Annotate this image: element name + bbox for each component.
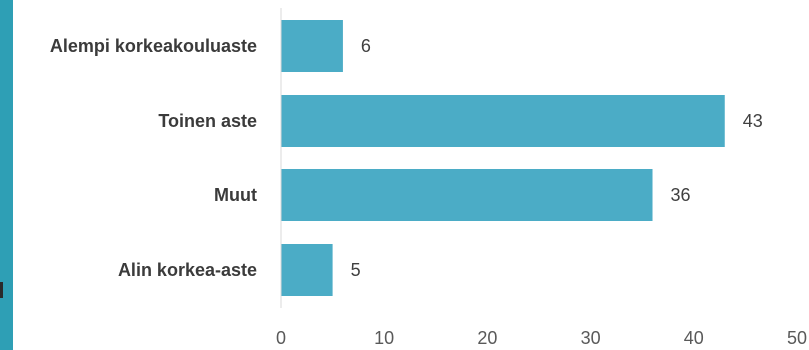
accent-bar [0, 0, 13, 350]
category-label: Alempi korkeakouluaste [50, 36, 257, 56]
data-label: 43 [743, 111, 763, 131]
category-label: Alin korkea-aste [118, 260, 257, 280]
x-tick-label: 20 [477, 328, 497, 348]
data-label: 36 [671, 185, 691, 205]
category-labels: Alempi korkeakouluaste Toinen aste Muut Ali… [50, 36, 257, 280]
x-tick-label: 30 [581, 328, 601, 348]
bars-layer [281, 20, 725, 296]
x-tick-label: 10 [374, 328, 394, 348]
x-tick-label: 40 [684, 328, 704, 348]
bar [281, 20, 343, 72]
category-label: Muut [214, 185, 257, 205]
bar [281, 169, 653, 221]
x-tick-label: 0 [276, 328, 286, 348]
data-label: 5 [351, 260, 361, 280]
x-axis-tick-labels: 0 10 20 30 40 50 [276, 328, 807, 348]
category-label: Toinen aste [158, 111, 257, 131]
value-labels: 6 43 36 5 [351, 36, 763, 280]
x-tick-label: 50 [787, 328, 807, 348]
accent-tick [0, 282, 3, 298]
data-label: 6 [361, 36, 371, 56]
bar [281, 244, 333, 296]
bar [281, 95, 725, 147]
